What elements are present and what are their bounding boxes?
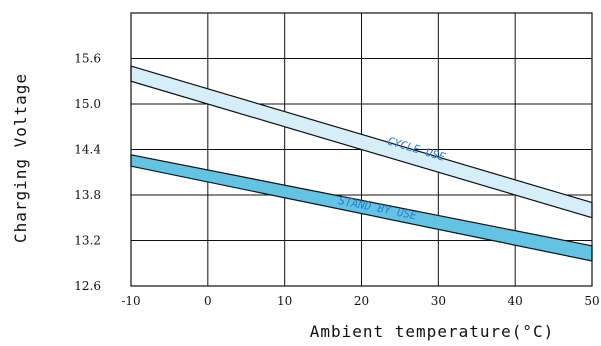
x-tick-label: 0 [204, 294, 212, 308]
x-tick-label: 20 [354, 294, 369, 308]
y-tick-label: 14.4 [74, 143, 101, 157]
plot-frame [130, 12, 593, 287]
y-tick-label: 12.6 [74, 279, 101, 293]
y-axis-title: Charging Voltage [11, 73, 30, 243]
x-tick-label: -10 [121, 294, 140, 308]
x-tick-label: 30 [431, 294, 446, 308]
y-tick-label: 13.2 [74, 234, 101, 248]
y-tick-label: 13.8 [74, 188, 101, 202]
x-axis-ticks: -10 0 10 20 30 40 50 [121, 294, 599, 308]
y-tick-label: 15.0 [74, 97, 101, 111]
band-label-1: STAND BY USE [337, 194, 418, 223]
x-axis-title: Ambient temperature(°C) [310, 322, 555, 341]
y-axis-ticks: 12.6 13.2 13.8 14.4 15.0 15.6 [74, 52, 101, 294]
x-tick-label: 40 [508, 294, 523, 308]
x-tick-label: 50 [584, 294, 599, 308]
y-tick-label: 15.6 [74, 52, 101, 66]
x-tick-label: 10 [277, 294, 292, 308]
